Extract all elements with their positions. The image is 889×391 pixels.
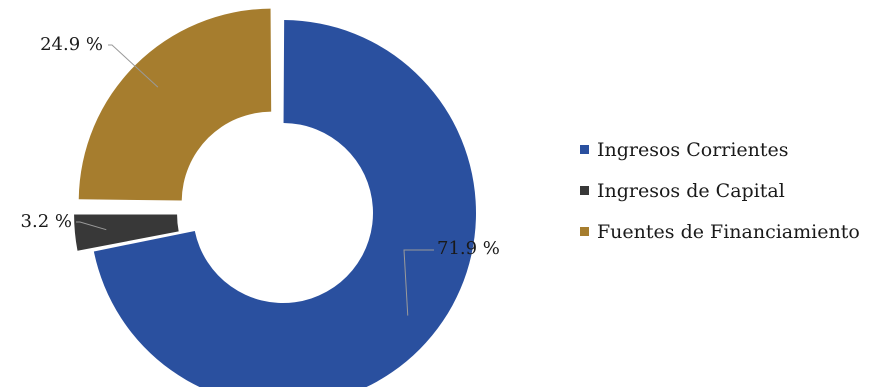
donut-slice-ingresos-corrientes — [93, 20, 476, 391]
legend-label: Ingresos Corrientes — [597, 138, 789, 161]
leader-line-fuentes-de-financiamiento — [108, 44, 159, 88]
donut-slice-fuentes-de-financiamiento — [78, 8, 272, 201]
data-label-fuentes-de-financiamiento: 24.9 % — [40, 34, 103, 55]
legend-item-ingresos-corrientes: Ingresos Corrientes — [580, 136, 860, 163]
leader-line-ingresos-corrientes — [403, 249, 434, 316]
data-label-ingresos-de-capital: 3.2 % — [21, 211, 72, 232]
legend-label: Ingresos de Capital — [597, 179, 785, 202]
chart-legend: Ingresos Corrientes Ingresos de Capital … — [580, 136, 860, 245]
legend-item-fuentes-de-financiamiento: Fuentes de Financiamiento — [580, 218, 860, 245]
legend-swatch — [580, 145, 589, 154]
legend-label: Fuentes de Financiamiento — [597, 220, 860, 243]
data-label-ingresos-corrientes: 71.9 % — [437, 238, 500, 259]
donut-slice-ingresos-de-capital — [74, 214, 179, 251]
leader-line-ingresos-de-capital — [76, 221, 107, 231]
legend-swatch — [580, 186, 589, 195]
legend-swatch — [580, 227, 589, 236]
legend-item-ingresos-de-capital: Ingresos de Capital — [580, 177, 860, 204]
